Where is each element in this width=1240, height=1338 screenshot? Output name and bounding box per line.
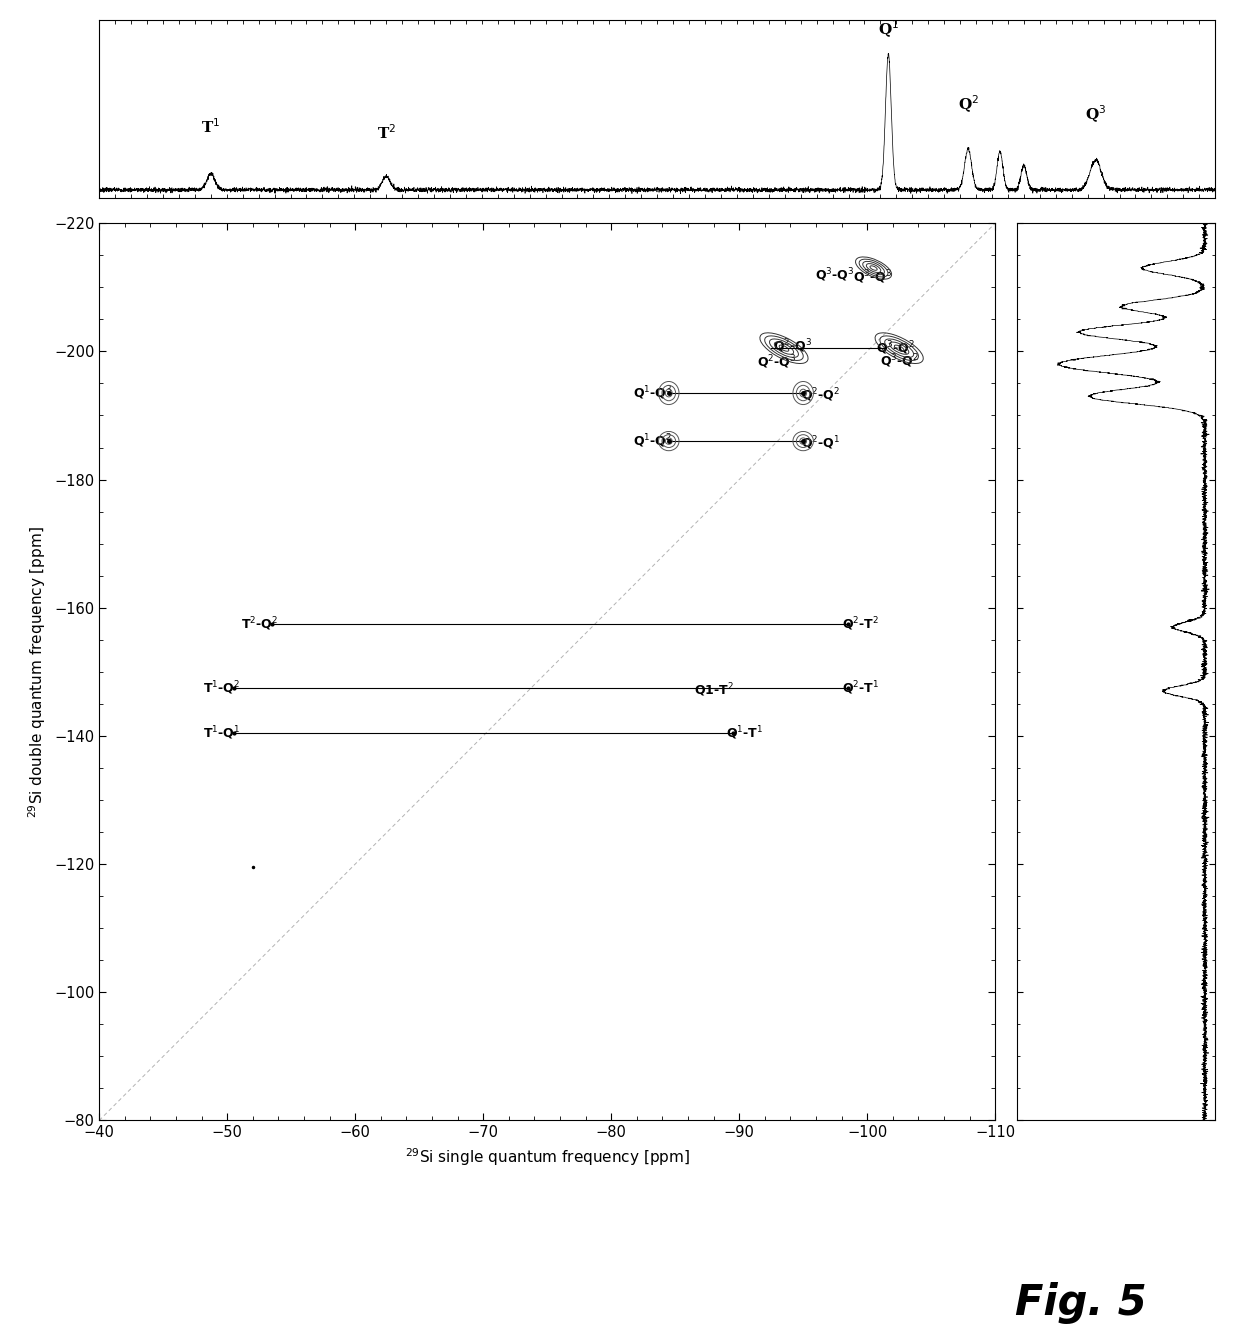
Text: Q$^2$-Q$^1$: Q$^2$-Q$^1$ [801,435,839,452]
Text: Q$^3$-Q$^2$: Q$^3$-Q$^2$ [877,340,915,357]
Text: T$^1$-Q$^1$: T$^1$-Q$^1$ [203,724,241,741]
Text: Q$^1$: Q$^1$ [878,19,899,40]
Text: T$^2$: T$^2$ [377,123,396,142]
Y-axis label: $^{29}$Si double quantum frequency [ppm]: $^{29}$Si double quantum frequency [ppm] [27,526,48,818]
Text: Q$^1$-Q$^2$: Q$^1$-Q$^2$ [634,432,672,450]
Text: Fig. 5: Fig. 5 [1016,1282,1147,1325]
Text: Q$^2$-Q$^3$: Q$^2$-Q$^3$ [773,337,812,355]
Text: T$^1$-Q$^2$: T$^1$-Q$^2$ [203,680,241,697]
Text: Q$^2$-Q$^3$: Q$^2$-Q$^3$ [758,353,797,371]
Text: T$^1$: T$^1$ [201,116,221,135]
Text: Q1-T$^2$: Q1-T$^2$ [693,681,734,698]
Text: Q$^1$-Q$^3$: Q$^1$-Q$^3$ [634,384,672,401]
Text: Q$^2$: Q$^2$ [957,94,978,115]
Text: Q$^1$-T$^1$: Q$^1$-T$^1$ [727,724,764,741]
X-axis label: $^{29}$Si single quantum frequency [ppm]: $^{29}$Si single quantum frequency [ppm] [404,1145,689,1168]
Text: Q$^3$: Q$^3$ [1085,103,1106,124]
Text: Q$^2$-Q$^2$: Q$^2$-Q$^2$ [801,387,839,404]
Text: Q$^3$-Q$^3$: Q$^3$-Q$^3$ [815,266,854,284]
Text: Q$^3$-Q$^3$: Q$^3$-Q$^3$ [853,269,893,286]
Text: Q$^2$-T$^2$: Q$^2$-T$^2$ [842,615,879,633]
Text: T$^2$-Q$^2$: T$^2$-Q$^2$ [242,615,279,633]
Text: Q$^3$-Q$^2$: Q$^3$-Q$^2$ [880,352,919,369]
Text: Q$^2$-T$^1$: Q$^2$-T$^1$ [842,680,879,697]
